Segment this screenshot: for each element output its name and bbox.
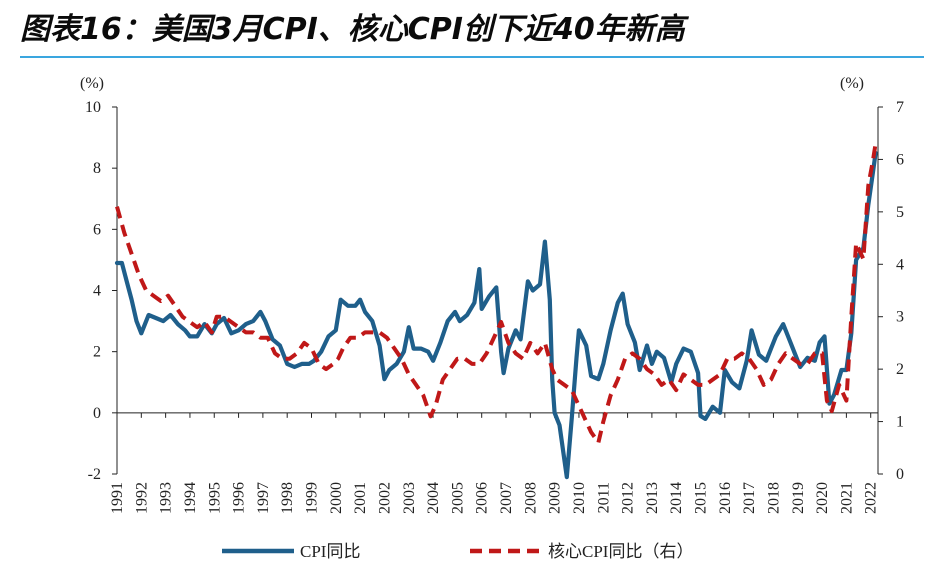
right-tick-label: 2 [896, 361, 904, 378]
left-tick-label: 6 [93, 221, 101, 238]
x-tick-label: 2009 [547, 482, 564, 514]
x-tick-label: 2000 [328, 482, 345, 514]
core-cpi-yoy-line [115, 143, 878, 445]
x-tick-label: 2005 [449, 482, 466, 514]
x-tick-label: 2014 [668, 482, 685, 514]
left-tick-label: -2 [88, 466, 101, 483]
cpi-yoy-line [114, 150, 878, 480]
title-divider [20, 56, 924, 58]
page-title: 图表16：美国3月CPI、核心CPI创下近40年新高 [20, 12, 685, 47]
right-tick-label: 1 [896, 414, 904, 431]
left-tick-label: 2 [93, 344, 101, 361]
x-tick-label: 1998 [279, 482, 296, 514]
x-tick-label: 1992 [133, 482, 150, 514]
x-tick-label: 2022 [863, 482, 880, 514]
x-tick-label: 1995 [206, 482, 223, 514]
legend-core-cpi-label: 核心CPI同比（右） [548, 542, 693, 561]
x-tick-label: 2010 [571, 482, 588, 514]
left-tick-label: 4 [93, 283, 101, 300]
x-tick-label: 2011 [595, 482, 612, 513]
left-axis-unit: (%) [80, 75, 104, 92]
x-tick-label: 2002 [376, 482, 393, 514]
x-tick-label: 1993 [158, 482, 175, 514]
x-tick-label: 2012 [620, 482, 637, 514]
x-tick-label: 2004 [425, 482, 442, 514]
legend-cpi-label: CPI同比 [300, 542, 360, 561]
x-tick-label: 2020 [814, 482, 831, 514]
x-tick-label: 1999 [304, 482, 321, 514]
x-tick-label: 2003 [401, 482, 418, 514]
x-tick-label: 2021 [838, 482, 855, 514]
x-tick-label: 2015 [693, 482, 710, 514]
x-tick-label: 2013 [644, 482, 661, 514]
right-tick-label: 4 [896, 256, 904, 273]
x-tick-label: 2006 [474, 482, 491, 514]
x-tick-label: 2001 [352, 482, 369, 514]
x-tick-label: 2018 [765, 482, 782, 514]
x-tick-label: 1996 [231, 482, 248, 514]
right-axis-unit: (%) [840, 75, 864, 92]
left-tick-label: 0 [93, 405, 101, 422]
x-tick-label: 2008 [522, 482, 539, 514]
left-tick-label: 10 [85, 99, 101, 116]
right-tick-label: 5 [896, 204, 904, 221]
x-tick-label: 1994 [182, 482, 199, 514]
x-tick-label: 1991 [109, 482, 126, 514]
x-tick-label: 2016 [717, 482, 734, 514]
right-tick-label: 7 [896, 99, 904, 116]
right-tick-label: 6 [896, 151, 904, 168]
x-tick-label: 2017 [741, 482, 758, 514]
right-tick-label: 3 [896, 309, 904, 326]
x-tick-label: 1997 [255, 482, 272, 514]
x-tick-label: 2007 [498, 482, 515, 514]
x-tick-label: 2019 [790, 482, 807, 514]
right-tick-label: 0 [896, 466, 904, 483]
left-tick-label: 8 [93, 160, 101, 177]
legend: CPI同比 核心CPI同比（右） [222, 542, 693, 561]
series-layer [114, 143, 878, 480]
